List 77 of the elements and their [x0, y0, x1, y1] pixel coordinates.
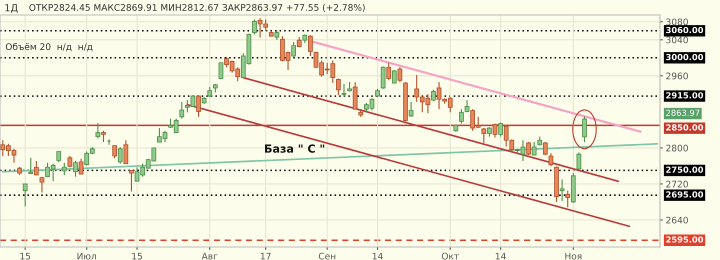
candlestick	[542, 141, 548, 156]
x-tick-label: 15	[20, 252, 30, 260]
candlestick	[62, 162, 67, 176]
x-tick-label: Авг	[202, 252, 218, 260]
candlestick	[112, 145, 118, 159]
y-tick-label: 2640	[666, 216, 688, 224]
candlestick	[576, 152, 582, 170]
x-tick-label: 14	[372, 252, 383, 260]
ref-line-label: 3000.00	[666, 54, 704, 60]
candlestick	[22, 183, 28, 208]
candlestick	[274, 30, 280, 40]
candlestick	[179, 101, 184, 120]
candlestick	[498, 122, 503, 138]
ref-line-label: 2595.00	[666, 236, 704, 243]
y-tick-label: 3040	[666, 36, 688, 44]
candlestick	[532, 141, 537, 156]
candlestick	[347, 82, 352, 92]
candlestick	[464, 100, 470, 113]
candlestick	[56, 150, 62, 163]
candlestick	[73, 160, 78, 178]
candlestick	[392, 69, 397, 84]
candlestick	[560, 178, 564, 202]
candlestick	[308, 34, 313, 57]
x-tick-label: Сен	[318, 252, 336, 260]
candlestick	[431, 89, 436, 102]
candlestick	[40, 176, 44, 194]
candlestick	[218, 62, 224, 80]
candlestick	[548, 152, 554, 167]
candlestick	[408, 101, 414, 118]
candlestick	[487, 126, 492, 138]
candlestick	[398, 66, 402, 83]
chart-title: 1Д	[5, 4, 18, 13]
candlestick	[336, 78, 341, 96]
candlestick	[352, 82, 358, 110]
candlestick	[196, 94, 201, 118]
candlestick	[459, 108, 464, 124]
candlestick	[78, 158, 84, 175]
candlestick	[386, 62, 392, 81]
annotation: База " С "	[265, 144, 324, 153]
candlestick	[96, 122, 100, 139]
x-tick-label: Июл	[78, 252, 96, 260]
candlestick	[342, 83, 346, 98]
x-tick-label: Окт	[442, 252, 459, 260]
annotation: Объём 20 н/д н/д	[6, 42, 92, 52]
y-tick-label: 3080	[666, 18, 688, 26]
y-tick-label: 2960	[666, 72, 688, 80]
candlestick	[129, 170, 134, 192]
candlestick	[252, 18, 257, 35]
text: 2863.97	[666, 110, 700, 116]
y-tick-label: 2720	[666, 180, 688, 188]
ref-line-label: 2850.00	[666, 124, 704, 131]
candlestick	[101, 130, 106, 143]
x-tick-label: 17	[260, 252, 271, 260]
candlestick	[537, 136, 542, 146]
candlestick	[123, 140, 128, 164]
candlestick	[526, 141, 531, 156]
candlestick	[68, 155, 72, 168]
candlestick	[207, 86, 212, 98]
ref-line-label: 2695.00	[666, 191, 704, 198]
candlestick	[34, 160, 39, 176]
x-tick-label: 15	[132, 252, 142, 260]
candlestick	[28, 157, 34, 175]
candlestick	[380, 66, 386, 90]
candlestick	[296, 36, 302, 48]
chart-subtitle: ОТКР2824.45 МАКС2869.91 МИН2812.67 ЗАКР2863.97 +77.55 (+2.78%)	[29, 4, 365, 12]
candlestick	[565, 190, 570, 208]
candlestick	[582, 116, 587, 143]
x-tick-label: Ноя	[565, 252, 582, 260]
ref-line-label: 2915.00	[666, 92, 704, 99]
candlestick	[291, 41, 296, 58]
candlestick	[492, 123, 498, 138]
y-tick-label: 2800	[666, 144, 688, 152]
ref-line-label: 2750.00	[666, 166, 704, 173]
candlestick	[118, 146, 123, 164]
x-tick-label: 14	[496, 252, 506, 260]
candlestick	[481, 128, 486, 144]
ref-line-label: 3060.00	[666, 26, 704, 34]
